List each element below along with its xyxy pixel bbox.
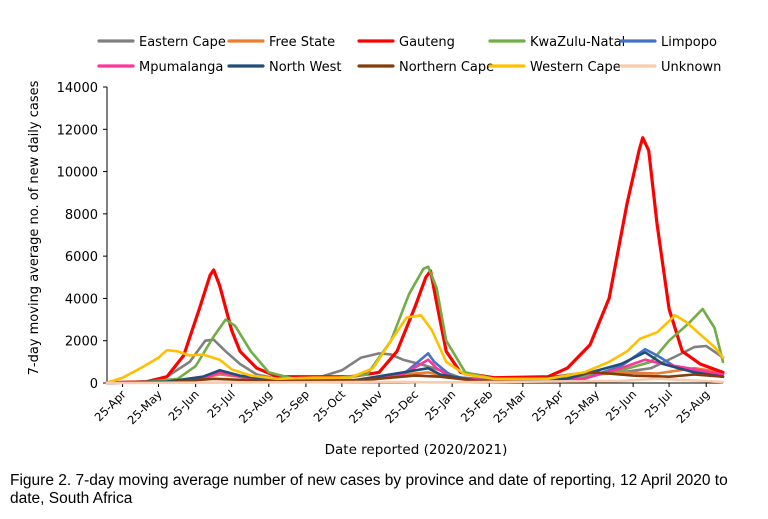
y-tick-label: 2000 — [65, 335, 98, 350]
y-tick-label: 0 — [90, 377, 98, 392]
legend-label: Eastern Cape — [139, 35, 226, 50]
x-tick-label: 25-Feb — [458, 387, 496, 425]
x-tick-label: 25-Mar — [490, 387, 529, 426]
x-tick-label: 25-Jan — [422, 387, 458, 423]
x-tick-label: 25-Aug — [236, 387, 275, 426]
y-axis-label: 7-day moving average no. of new daily ca… — [27, 80, 42, 375]
x-tick-label: 25-Jun — [603, 387, 639, 423]
x-tick-label: 25-Jul — [642, 387, 675, 420]
series-line-western-cape — [105, 314, 725, 384]
x-tick-label: 25-Aug — [673, 387, 712, 426]
series-line-mpumalanga — [105, 358, 725, 385]
legend-label: Free State — [269, 35, 335, 50]
x-axis-label: Date reported (2020/2021) — [325, 442, 508, 458]
legend-label: North West — [269, 60, 341, 75]
legend-label: Western Cape — [530, 60, 621, 75]
x-tick-label: 25-Jun — [165, 387, 201, 423]
y-tick-label: 6000 — [65, 250, 98, 265]
legend-label: Northern Cape — [399, 60, 494, 75]
series-line-northern-cape — [105, 371, 725, 385]
legend-label: Gauteng — [399, 35, 455, 50]
series-line-gauteng — [105, 136, 725, 385]
y-tick-label: 4000 — [65, 292, 98, 307]
series-line-north-west — [105, 351, 725, 385]
x-tick-label: 25-Oct — [311, 387, 349, 425]
y-axis: 0 2000 4000 6000 8000 10000 12000 14000 — [57, 81, 108, 392]
figure-caption: Figure 2. 7-day moving average number of… — [10, 472, 728, 507]
y-tick-label: 10000 — [57, 166, 98, 181]
x-tick-label: 25-Dec — [382, 387, 421, 426]
series-line-eastern-cape — [105, 338, 725, 385]
line-chart: Eastern Cape Free State Gauteng KwaZulu-Nat… — [27, 35, 725, 458]
y-tick-label: 8000 — [65, 208, 98, 223]
chart-legend: Eastern Cape Free State Gauteng KwaZulu-Nat… — [97, 35, 721, 75]
legend-label: KwaZulu-Natal — [530, 35, 625, 50]
x-tick-label: 25-Nov — [346, 387, 385, 426]
legend-label: Unknown — [661, 60, 721, 75]
x-tick-label: 25-Apr — [92, 387, 129, 424]
x-tick-label: 25-May — [562, 387, 602, 427]
x-tick-label: 25-May — [125, 387, 165, 427]
x-tick-label: 25-Apr — [529, 387, 566, 424]
x-tick-label: 25-Sep — [274, 387, 313, 426]
y-tick-label: 12000 — [57, 123, 98, 138]
x-tick-label: 25-Jul — [204, 387, 237, 420]
plot-lines — [105, 136, 725, 385]
legend-label: Mpumalanga — [139, 60, 223, 75]
series-line-unknown — [105, 377, 725, 385]
legend-label: Limpopo — [661, 35, 717, 50]
y-tick-label: 14000 — [57, 81, 98, 96]
